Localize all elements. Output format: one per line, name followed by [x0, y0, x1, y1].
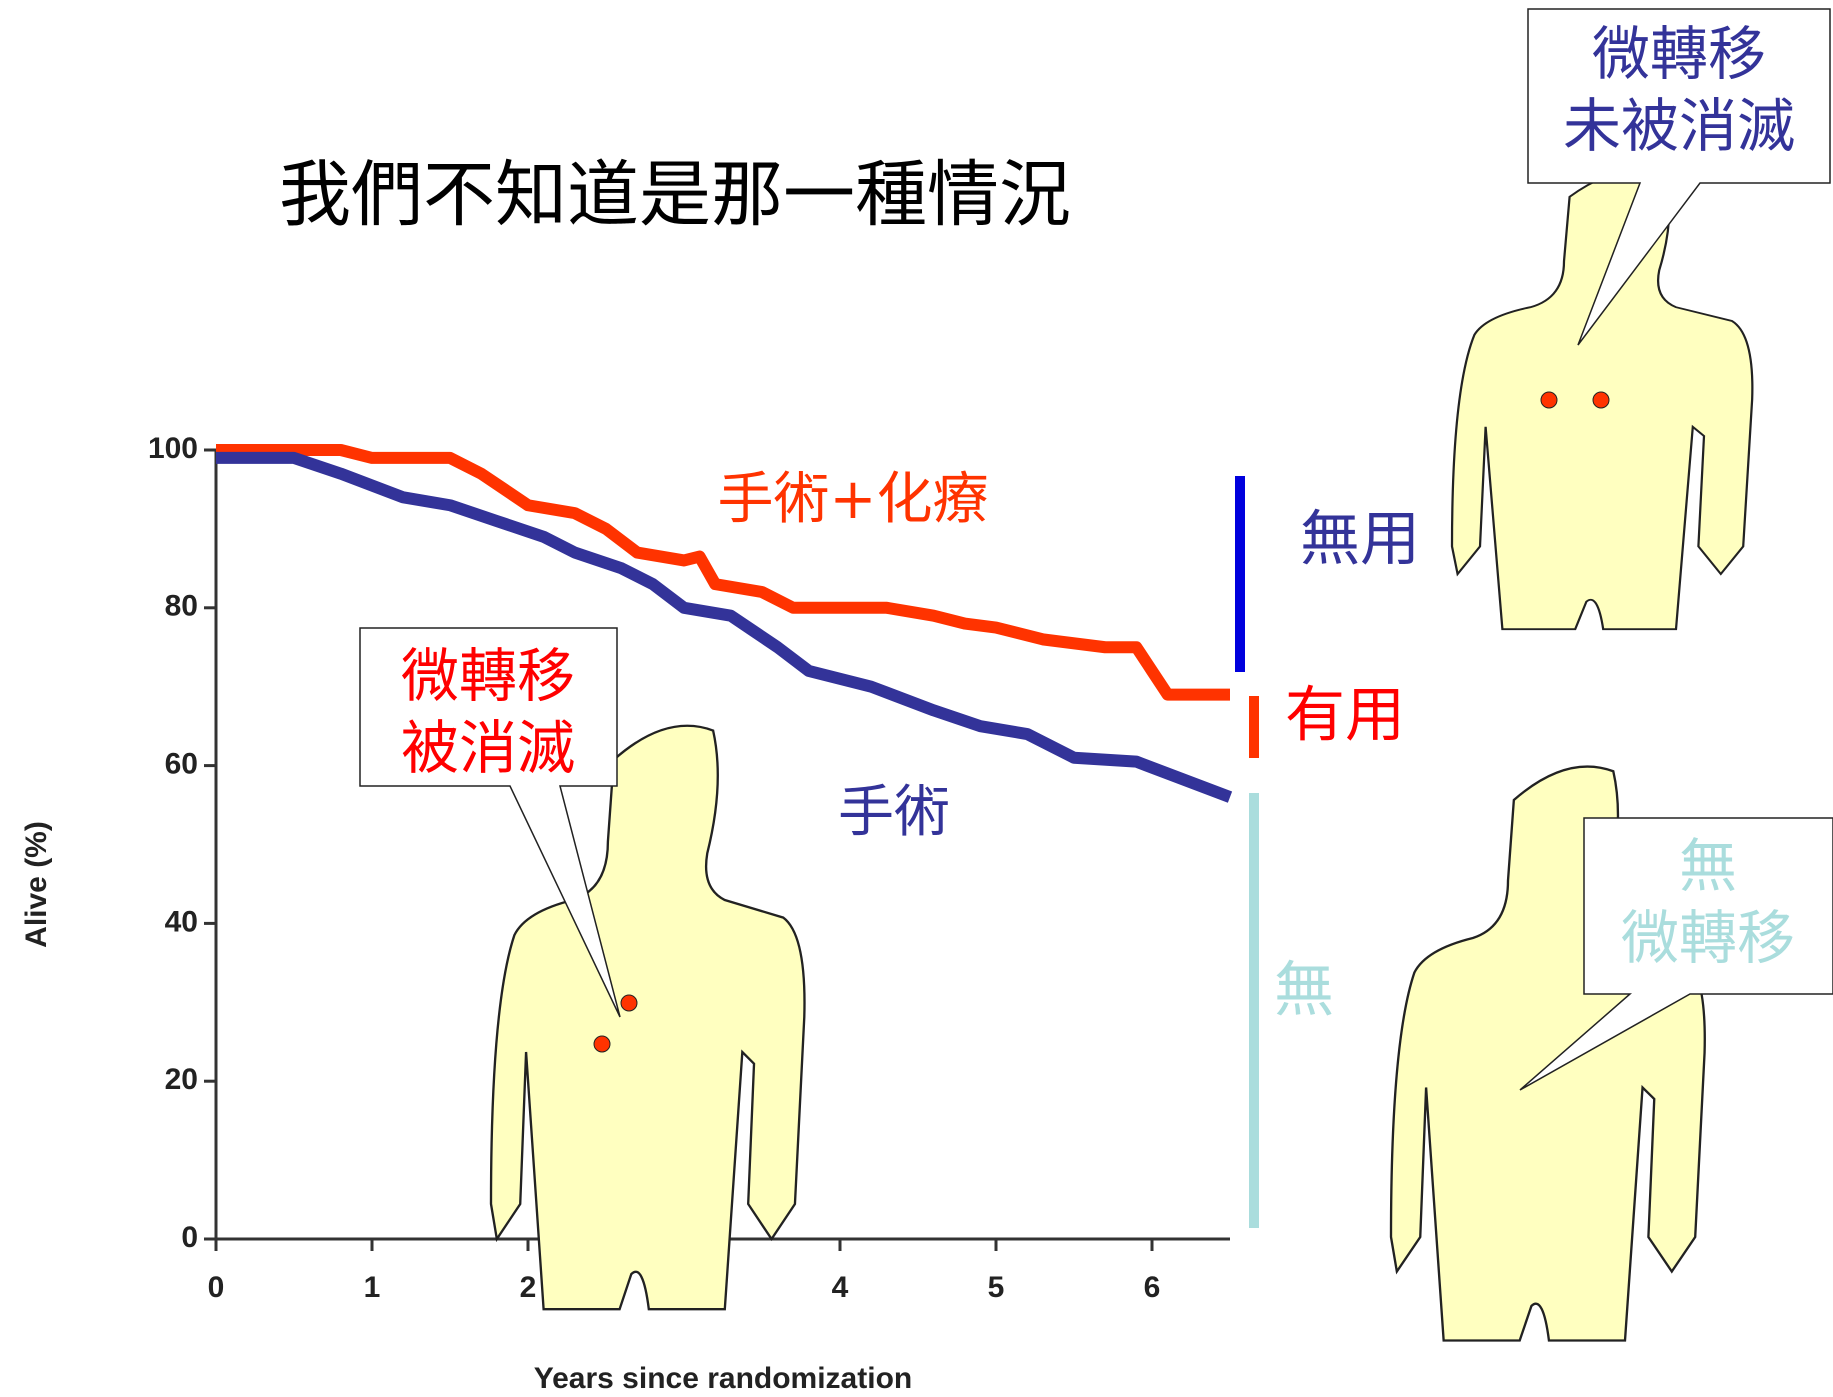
metastasis-dot — [593, 1035, 611, 1053]
slide-title: 我們不知道是那一種情況 — [279, 153, 1071, 237]
callout-text: 微轉移 — [1621, 904, 1795, 972]
metastasis-dot — [620, 994, 638, 1012]
series-label: 手術 — [838, 780, 950, 845]
y-tick-label: 80 — [165, 590, 198, 623]
x-tick-label: 6 — [1144, 1271, 1161, 1304]
metastasis-dot — [1540, 391, 1558, 409]
callout-text: 微轉移 — [1592, 20, 1766, 88]
y-tick-label: 60 — [165, 748, 198, 781]
x-tick-label: 4 — [832, 1271, 849, 1304]
x-axis-title: Years since randomization — [534, 1362, 912, 1395]
callout-box — [1519, 817, 1833, 1091]
metastasis-dot — [1592, 391, 1610, 409]
series-line — [216, 451, 1233, 803]
y-tick-label: 100 — [148, 432, 198, 465]
callout-text: 未被消滅 — [1563, 92, 1795, 160]
x-tick-label: 0 — [208, 1271, 225, 1304]
y-axis-title: Alive (%) — [20, 821, 53, 948]
plot: 0204060801000123456Years since randomiza… — [20, 432, 1233, 1395]
series-line — [216, 444, 1230, 701]
y-tick-label: 0 — [181, 1221, 198, 1254]
callout-text: 無 — [1679, 832, 1737, 900]
callout-box — [359, 627, 621, 1018]
x-tick-label: 5 — [988, 1271, 1005, 1304]
y-tick-label: 40 — [165, 905, 198, 938]
x-tick-label: 1 — [364, 1271, 381, 1304]
callout-box — [1527, 8, 1831, 346]
x-tick-label: 2 — [520, 1271, 537, 1304]
annotation: 無 — [1274, 956, 1334, 1026]
callout-text: 微轉移 — [401, 642, 575, 710]
series-label: 手術+化療 — [718, 467, 989, 532]
callout-text: 被消滅 — [401, 714, 575, 782]
annotation: 有用 — [1285, 681, 1405, 751]
figure — [489, 724, 806, 1311]
annotation: 無用 — [1300, 505, 1420, 575]
y-tick-label: 20 — [165, 1063, 198, 1096]
